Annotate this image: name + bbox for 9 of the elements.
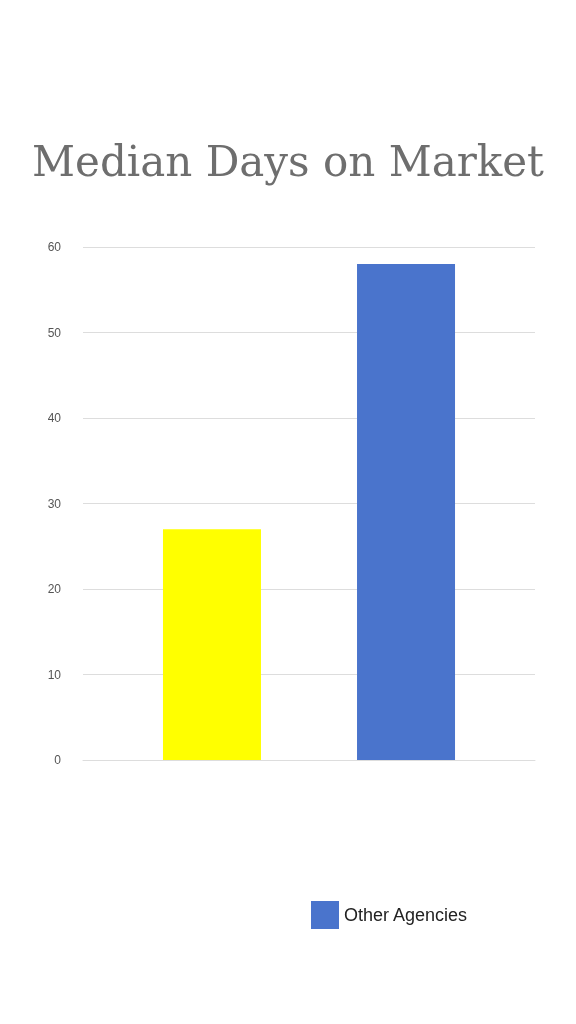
y-tick-label: 30 [47, 496, 62, 511]
y-tick-label: 40 [47, 411, 62, 425]
chart-title: Median Days on Market [32, 136, 545, 186]
y-tick-label: 20 [47, 582, 62, 596]
y-tick-label: 50 [47, 325, 62, 340]
legend-label: Other Agencies [344, 905, 468, 925]
y-tick-label: 0 [54, 753, 62, 767]
y-tick-label: 60 [47, 240, 62, 254]
y-tick-label: 10 [47, 667, 62, 682]
